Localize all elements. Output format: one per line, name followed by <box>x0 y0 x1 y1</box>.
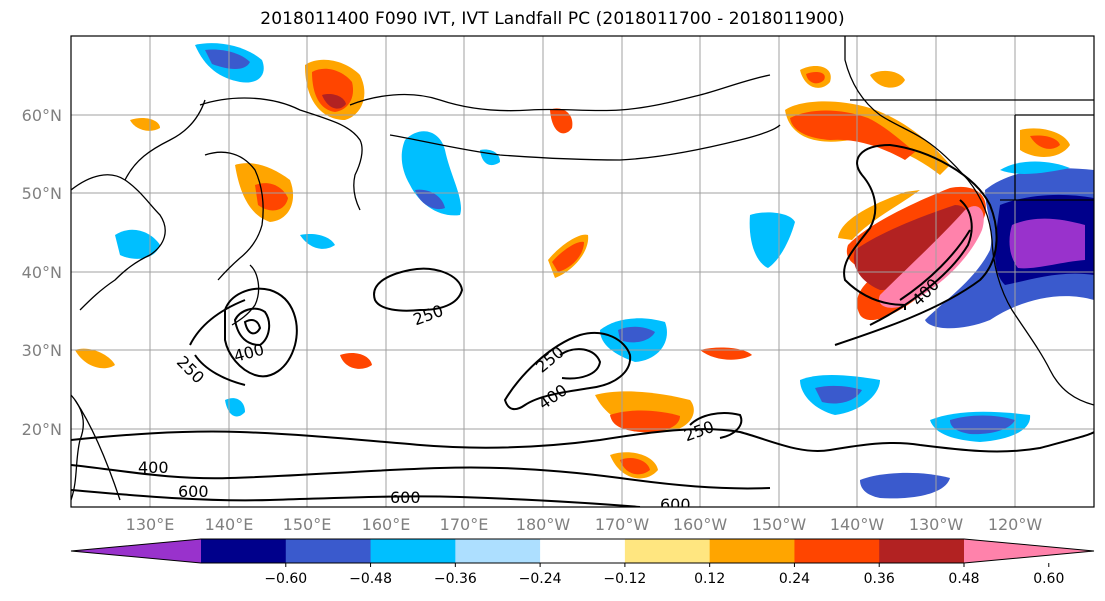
colorbar-segment <box>370 539 456 563</box>
lon-label: 120°W <box>988 515 1043 534</box>
lon-label: 160°E <box>362 515 411 534</box>
colorbar-tick-label: 0.24 <box>779 571 810 587</box>
lon-label: 130°W <box>909 515 964 534</box>
colorbar-segment <box>624 539 711 563</box>
colorbar-tick-label: −0.36 <box>434 571 477 587</box>
colorbar-segment <box>201 539 287 563</box>
lon-label: 130°E <box>126 515 175 534</box>
colorbar-tick-label: 0.48 <box>948 571 979 587</box>
lat-label: 30°N <box>22 341 62 360</box>
lon-label: 160°W <box>673 515 728 534</box>
colorbar-segment <box>455 539 541 563</box>
colorbar-tick-label: 0.36 <box>864 571 895 587</box>
lon-label: 140°E <box>205 515 254 534</box>
longitude-labels: 130°E 140°E 150°E 160°E 170°E 180°W 170°… <box>126 515 1043 534</box>
lat-label: 50°N <box>22 184 62 203</box>
colorbar-extend-low <box>71 539 201 563</box>
map-area: 250 400 250 250 400 400 250 400 600 600 … <box>71 36 1094 514</box>
colorbar-segment <box>794 539 880 563</box>
lat-label: 40°N <box>22 263 62 282</box>
lon-label: 140°W <box>830 515 885 534</box>
contour-label: 600 <box>390 488 421 507</box>
colorbar-segment <box>540 539 626 563</box>
coastlines <box>71 36 1094 501</box>
map-title: 2018011400 F090 IVT, IVT Landfall PC (20… <box>260 9 845 29</box>
lon-label: 180°W <box>516 515 571 534</box>
latitude-labels: 60°N 50°N 40°N 30°N 20°N <box>22 106 62 439</box>
lat-lon-grid <box>71 36 1094 507</box>
map-border <box>70 35 1095 508</box>
contour-label: 600 <box>178 482 209 501</box>
contour-label: 600 <box>660 495 691 514</box>
colorbar: −0.60 −0.48 −0.36 −0.24 −0.12 0.12 0.24 0.36 0.4… <box>70 538 1095 587</box>
colorbar-tick-label: −0.48 <box>349 571 392 587</box>
lon-label: 170°E <box>440 515 489 534</box>
lon-label: 170°W <box>595 515 650 534</box>
contour-label: 400 <box>138 458 169 477</box>
colorbar-tick-label: −0.24 <box>519 571 562 587</box>
colorbar-outline <box>70 538 1095 564</box>
colorbar-extend-high <box>964 539 1094 563</box>
colorbar-segment <box>879 539 965 563</box>
colorbar-segment <box>709 539 795 563</box>
colorbar-tick-label: 0.60 <box>1033 571 1064 587</box>
lat-label: 20°N <box>22 420 62 439</box>
lon-label: 150°W <box>752 515 807 534</box>
colorbar-tick-label: −0.12 <box>603 571 646 587</box>
ivt-contours <box>71 143 1094 507</box>
colorbar-tick-label: 0.12 <box>694 571 725 587</box>
anomaly-fill <box>75 43 1094 499</box>
colorbar-tick-label: −0.60 <box>264 571 307 587</box>
colorbar-segment <box>285 539 372 563</box>
lat-label: 60°N <box>22 106 62 125</box>
lon-label: 150°E <box>283 515 332 534</box>
